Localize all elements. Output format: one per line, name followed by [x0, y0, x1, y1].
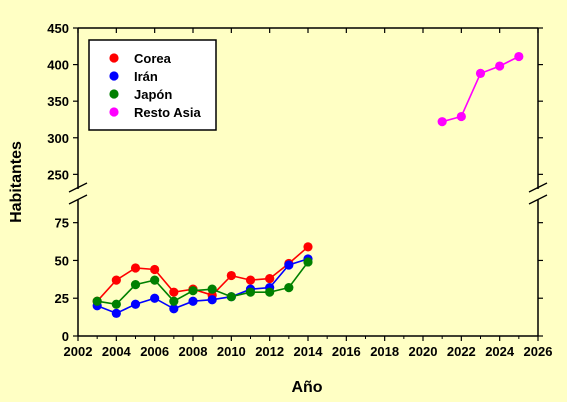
data-point-japon	[169, 296, 179, 306]
data-point-resto-asia	[475, 68, 486, 78]
data-point-corea	[150, 264, 160, 275]
x-tick-label: 2008	[179, 344, 208, 359]
y-tick-label: 300	[47, 131, 69, 146]
right-break-mark-lower	[528, 194, 548, 205]
data-point-resto-asia	[495, 61, 505, 71]
data-point-japon	[188, 286, 198, 296]
legend-label-japon: Japón	[134, 87, 172, 102]
y-tick-label: 450	[47, 21, 69, 36]
data-point-corea	[226, 270, 236, 281]
x-tick-label: 2024	[485, 344, 515, 359]
data-point-resto-asia	[514, 51, 524, 62]
legend-marker-corea	[109, 53, 119, 63]
series-line-resto-asia	[441, 55, 520, 123]
x-axis-title: Año	[291, 379, 322, 396]
data-point-resto-asia	[456, 111, 466, 122]
left-break-mark-lower	[68, 194, 88, 205]
series-line-iran	[96, 258, 309, 315]
x-tick-label: 2018	[370, 344, 399, 359]
legend-label-corea: Corea	[134, 51, 172, 66]
data-point-japon	[130, 280, 141, 290]
data-point-iran	[284, 260, 294, 270]
data-point-japon	[265, 287, 275, 297]
x-tick-label: 2022	[447, 344, 476, 359]
y-tick-label: 25	[55, 291, 69, 306]
data-point-japon	[111, 299, 121, 309]
legend-label-resto-asia: Resto Asia	[134, 105, 201, 120]
data-point-resto-asia	[437, 117, 447, 127]
data-point-japon	[303, 257, 313, 267]
axes-layer: 2002 2004 2006 2008 2010 2012 2014 2016 2018 2020…	[47, 21, 552, 359]
legend: Corea Irán Japón Resto Asia	[88, 39, 217, 131]
x-tick-label: 2006	[140, 344, 169, 359]
y-tick-label: 250	[47, 167, 69, 182]
y-tick-label: 50	[55, 253, 69, 268]
x-tick-label: 2016	[332, 344, 361, 359]
data-point-corea	[303, 242, 313, 252]
data-point-corea	[111, 275, 121, 285]
data-point-japon	[150, 275, 160, 285]
legend-box	[88, 39, 217, 131]
y-tick-label: 400	[47, 58, 69, 73]
y-tick-label: 75	[55, 216, 69, 231]
left-break-mark-upper	[68, 182, 88, 193]
data-point-japon	[92, 296, 102, 306]
legend-marker-japon	[109, 89, 119, 99]
data-point-japon	[284, 283, 294, 293]
data-point-japon	[226, 292, 236, 302]
data-point-corea	[245, 275, 256, 285]
x-tick-label: 2026	[524, 344, 553, 359]
data-point-iran	[169, 304, 179, 314]
data-point-corea	[130, 263, 141, 273]
x-tick-label: 2020	[409, 344, 438, 359]
legend-marker-iran	[109, 71, 119, 81]
data-point-iran	[207, 295, 217, 305]
data-point-corea	[169, 287, 179, 297]
y-axis-title: Habitantes	[8, 141, 25, 223]
data-point-japon	[207, 284, 217, 294]
legend-marker-resto-asia	[109, 107, 119, 117]
legend-label-iran: Irán	[134, 69, 158, 84]
x-tick-label: 2004	[102, 344, 132, 359]
series-line-corea	[96, 246, 309, 302]
data-point-iran	[150, 293, 160, 303]
data-point-iran	[111, 308, 121, 318]
data-point-iran	[188, 296, 198, 306]
series-line-japon	[97, 261, 309, 306]
series-layer	[92, 51, 524, 318]
y-tick-label: 350	[47, 94, 69, 109]
x-tick-label: 2002	[64, 344, 93, 359]
x-tick-label: 2012	[255, 344, 284, 359]
legend-items: Corea Irán Japón Resto Asia	[109, 51, 201, 120]
x-tick-label: 2014	[294, 344, 324, 359]
x-tick-label: 2010	[217, 344, 246, 359]
data-point-japon	[245, 287, 256, 297]
right-break-mark-upper	[528, 182, 548, 193]
data-point-corea	[265, 273, 275, 284]
y-tick-label: 0	[62, 329, 69, 344]
data-point-iran	[130, 299, 141, 309]
